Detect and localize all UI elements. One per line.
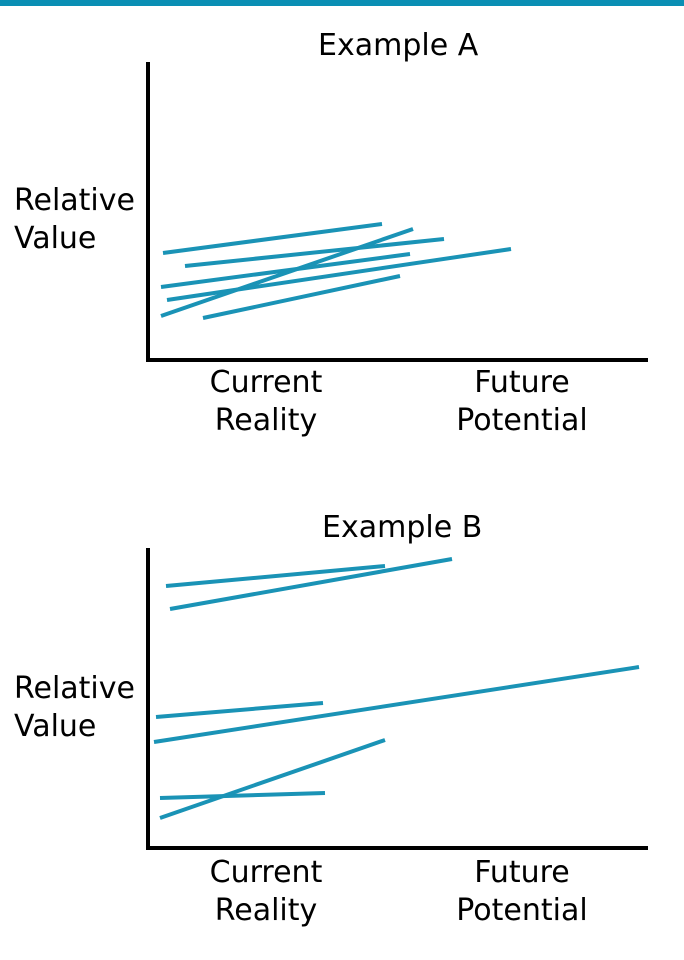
value-line (155, 701, 324, 719)
y-axis-label-line2: Value (14, 709, 97, 744)
y-axis-label-line1: Relative (14, 183, 135, 218)
x-label-future: Future (474, 365, 570, 400)
value-line (153, 665, 640, 744)
y-axis-label: Relative Value (14, 182, 135, 258)
y-axis-label-line2: Value (14, 221, 97, 256)
value-line (184, 237, 445, 268)
value-line (162, 222, 383, 255)
x-label-future: Future (474, 855, 570, 890)
x-label-current: Current (209, 855, 323, 890)
x-label-current-reality: Current Reality (196, 364, 336, 440)
value-line (166, 247, 512, 302)
axes (146, 548, 648, 850)
value-line (165, 564, 386, 588)
x-label-future-potential: Future Potential (444, 364, 600, 440)
header-bar (0, 0, 684, 6)
x-label-reality: Reality (214, 403, 318, 438)
value-line (169, 557, 453, 611)
x-label-current: Current (209, 365, 323, 400)
x-label-potential: Potential (456, 893, 588, 928)
diagram-b-plot (146, 548, 648, 850)
diagram-example-b: Example B Relative Value Current Reality… (0, 480, 684, 960)
y-axis-label: Relative Value (14, 670, 135, 746)
value-line (159, 738, 386, 820)
y-axis-label-line1: Relative (14, 671, 135, 706)
value-line (160, 227, 414, 318)
diagram-example-a: Example A Relative Value Current Reality… (14, 28, 648, 440)
x-label-current-reality: Current Reality (196, 854, 336, 930)
value-line (159, 791, 326, 800)
x-label-future-potential: Future Potential (444, 854, 600, 930)
value-line (202, 274, 401, 320)
diagram-title: Example A (318, 28, 479, 63)
axes (146, 62, 648, 362)
diagram-title: Example B (322, 510, 483, 545)
value-line (160, 252, 411, 289)
x-label-potential: Potential (456, 403, 588, 438)
diagram-a-plot (146, 62, 648, 362)
x-label-reality: Reality (214, 893, 318, 928)
